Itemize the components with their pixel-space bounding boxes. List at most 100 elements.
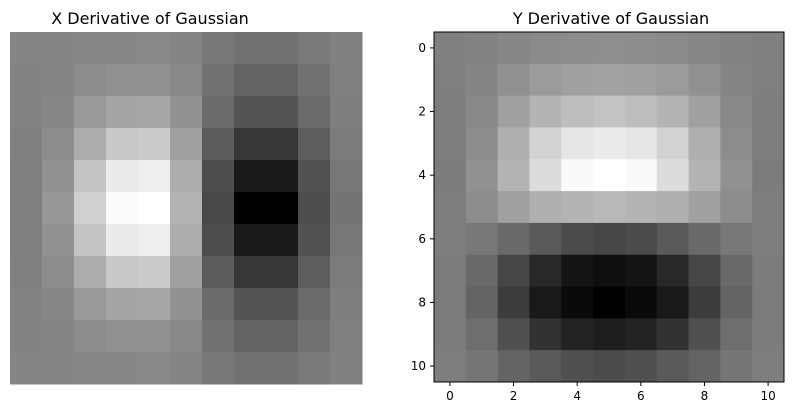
y-deriv-cell-r1-c1	[465, 63, 499, 97]
y-deriv-cell-r8-c4	[561, 286, 594, 319]
y-deriv-cell-r5-c3	[529, 191, 562, 224]
x-deriv-cell-r5-c2	[74, 192, 107, 225]
y-deriv-cell-r3-c7	[656, 127, 690, 160]
y-deriv-cell-r5-c8	[688, 191, 721, 224]
x-deriv-cell-r1-c7	[234, 64, 267, 97]
y-deriv-cell-r6-c9	[720, 222, 753, 256]
y-deriv-cell-r5-c10	[752, 191, 785, 224]
x-deriv-cell-r4-c7	[234, 160, 267, 193]
x-tick-label: 0	[446, 389, 454, 403]
x-deriv-cell-r5-c4	[138, 192, 171, 225]
y-deriv-cell-r8-c10	[752, 286, 785, 319]
x-deriv-cell-r0-c4	[138, 32, 171, 65]
x-deriv-cell-r6-c0	[10, 224, 43, 257]
x-deriv-cell-r1-c9	[298, 64, 331, 97]
x-deriv-cell-r4-c5	[170, 160, 203, 193]
x-deriv-cell-r5-c1	[42, 192, 75, 225]
y-deriv-cell-r2-c6	[624, 95, 658, 128]
y-deriv-cell-r3-c2	[497, 127, 530, 160]
y-deriv-cell-r0-c7	[656, 32, 690, 65]
x-deriv-cell-r6-c2	[74, 224, 107, 257]
y-deriv-cell-r9-c8	[688, 318, 721, 351]
y-deriv-cell-r3-c6	[624, 127, 658, 160]
x-deriv-cell-r2-c10	[330, 96, 363, 129]
x-deriv-cell-r9-c3	[106, 320, 139, 353]
x-deriv-cell-r9-c4	[138, 320, 171, 353]
y-deriv-cell-r2-c4	[561, 95, 594, 128]
x-deriv-cell-r10-c7	[234, 352, 267, 385]
y-deriv-cell-r7-c9	[720, 254, 753, 288]
y-deriv-cell-r0-c4	[561, 32, 594, 65]
x-deriv-cell-r9-c7	[234, 320, 267, 353]
x-deriv-cell-r3-c2	[74, 128, 107, 161]
y-deriv-cell-r8-c5	[593, 286, 626, 319]
x-deriv-cell-r6-c10	[330, 224, 363, 257]
x-deriv-cell-r10-c2	[74, 352, 107, 385]
x-deriv-cell-r7-c6	[202, 256, 235, 289]
y-deriv-cell-r3-c9	[720, 127, 753, 160]
x-deriv-cell-r7-c4	[138, 256, 171, 289]
x-deriv-cell-r1-c10	[330, 64, 363, 97]
x-deriv-cell-r2-c5	[170, 96, 203, 129]
y-deriv-cell-r6-c1	[465, 222, 499, 256]
y-deriv-cell-r6-c2	[497, 222, 530, 256]
x-deriv-cell-r5-c7	[234, 192, 267, 225]
x-deriv-cell-r1-c5	[170, 64, 203, 97]
x-deriv-cell-r10-c9	[298, 352, 331, 385]
y-deriv-cell-r1-c4	[561, 63, 594, 97]
y-deriv-cell-r7-c6	[624, 254, 658, 288]
chart-title-x-derivative: X Derivative of Gaussian	[51, 9, 249, 28]
x-tick-label: 4	[573, 389, 581, 403]
x-deriv-cell-r8-c5	[170, 288, 203, 321]
y-deriv-cell-r0-c9	[720, 32, 753, 65]
y-deriv-cell-r6-c4	[561, 222, 594, 256]
x-deriv-cell-r3-c1	[42, 128, 75, 161]
y-deriv-cell-r8-c9	[720, 286, 753, 319]
x-deriv-cell-r2-c4	[138, 96, 171, 129]
y-deriv-cell-r5-c7	[656, 191, 690, 224]
x-deriv-cell-r0-c5	[170, 32, 203, 65]
x-tick-label: 10	[760, 389, 775, 403]
x-deriv-cell-r4-c4	[138, 160, 171, 193]
x-deriv-cell-r0-c2	[74, 32, 107, 65]
y-tick-label: 8	[418, 295, 426, 309]
y-deriv-cell-r0-c3	[529, 32, 562, 65]
x-deriv-cell-r10-c5	[170, 352, 203, 385]
y-deriv-cell-r6-c7	[656, 222, 690, 256]
y-deriv-cell-r6-c3	[529, 222, 562, 256]
x-deriv-cell-r3-c7	[234, 128, 267, 161]
x-deriv-cell-r5-c5	[170, 192, 203, 225]
x-deriv-cell-r7-c9	[298, 256, 331, 289]
heatmap-y-derivative	[434, 32, 785, 383]
x-deriv-cell-r1-c8	[266, 64, 299, 97]
y-deriv-cell-r5-c9	[720, 191, 753, 224]
y-deriv-cell-r7-c7	[656, 254, 690, 288]
y-deriv-cell-r0-c1	[465, 32, 499, 65]
x-deriv-cell-r9-c6	[202, 320, 235, 353]
y-deriv-cell-r4-c5	[593, 159, 626, 192]
y-deriv-cell-r6-c8	[688, 222, 721, 256]
x-deriv-cell-r0-c6	[202, 32, 235, 65]
y-deriv-cell-r7-c10	[752, 254, 785, 288]
y-deriv-cell-r3-c1	[465, 127, 499, 160]
y-deriv-cell-r2-c7	[656, 95, 690, 128]
x-deriv-cell-r6-c3	[106, 224, 139, 257]
y-deriv-cell-r3-c3	[529, 127, 562, 160]
y-deriv-cell-r9-c7	[656, 318, 690, 351]
x-deriv-cell-r7-c8	[266, 256, 299, 289]
x-deriv-cell-r4-c10	[330, 160, 363, 193]
y-tick-label: 4	[418, 168, 426, 182]
y-deriv-cell-r0-c0	[434, 32, 467, 65]
x-deriv-cell-r2-c2	[74, 96, 107, 129]
x-deriv-cell-r0-c3	[106, 32, 139, 65]
x-deriv-cell-r2-c9	[298, 96, 331, 129]
x-deriv-cell-r0-c7	[234, 32, 267, 65]
x-deriv-cell-r7-c1	[42, 256, 75, 289]
x-deriv-cell-r3-c8	[266, 128, 299, 161]
x-deriv-cell-r5-c8	[266, 192, 299, 225]
x-deriv-cell-r4-c2	[74, 160, 107, 193]
y-deriv-cell-r5-c1	[465, 191, 499, 224]
x-deriv-cell-r2-c0	[10, 96, 43, 129]
y-deriv-cell-r6-c10	[752, 222, 785, 256]
y-deriv-cell-r1-c5	[593, 63, 626, 97]
